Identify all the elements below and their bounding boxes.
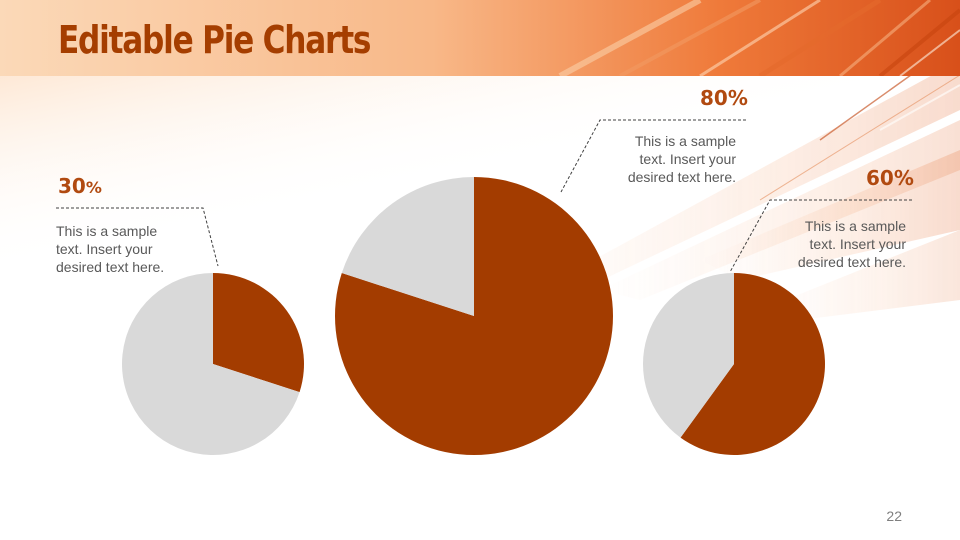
pie-1-slice-1 [213, 273, 304, 393]
pie-1-percentage-value: 30 [58, 174, 86, 198]
pie-1-percentage: 30% [58, 174, 102, 198]
pie-3-description: This is a sample text. Insert your desir… [797, 218, 906, 270]
pie-2-slice-2 [341, 177, 474, 316]
pie-3-slice-1 [680, 273, 825, 455]
title-band [0, 0, 960, 76]
pie-2-description: This is a sample text. Insert your desir… [627, 133, 736, 185]
page-title: Editable Pie Charts [58, 18, 371, 62]
page-number: 22 [886, 508, 902, 524]
pie-3-slice-2 [642, 273, 734, 438]
pie-1-description: This is a sample text. Insert your desir… [56, 223, 165, 275]
pie-3-percentage: 60% [866, 166, 914, 190]
pie-2-percentage: 80% [700, 86, 748, 110]
pie-1-percentage-unit: % [85, 178, 102, 197]
pie-2-slice-1 [334, 177, 613, 456]
pie-1-slice-2 [122, 273, 300, 455]
